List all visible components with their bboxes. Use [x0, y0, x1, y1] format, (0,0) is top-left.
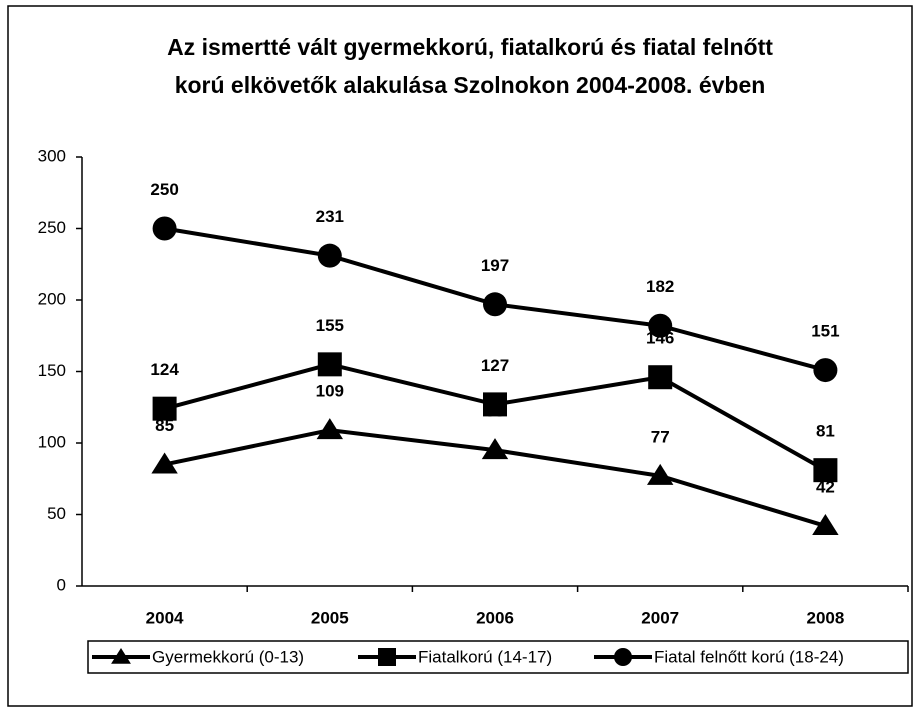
marker	[813, 458, 838, 483]
chart-title: korú elkövetők alakulása Szolnokon 2004-…	[175, 72, 766, 98]
chart-title: Az ismertté vált gyermekkorú, fiatalkorú…	[167, 34, 773, 60]
data-label: 77	[651, 427, 670, 446]
data-label: 151	[811, 322, 839, 341]
data-label: 250	[150, 180, 178, 199]
x-tick-label: 2007	[641, 608, 679, 627]
marker	[648, 313, 673, 338]
marker	[151, 452, 178, 474]
marker	[614, 648, 632, 666]
legend-label: Fiatalkorú (14-17)	[418, 647, 552, 666]
y-tick-label: 150	[38, 361, 66, 380]
data-label: 85	[155, 416, 174, 435]
legend-box	[87, 640, 909, 674]
marker	[317, 352, 342, 377]
frame	[7, 5, 913, 707]
marker	[647, 463, 674, 485]
y-tick-label: 300	[38, 146, 66, 165]
y-tick-label: 100	[38, 432, 66, 451]
marker	[111, 648, 131, 664]
marker	[483, 392, 507, 417]
x-tick-label: 2006	[476, 608, 514, 627]
marker	[152, 216, 177, 241]
data-label: 42	[816, 477, 835, 496]
data-label: 155	[316, 316, 344, 335]
x-tick-label: 2004	[146, 608, 184, 627]
data-label: 197	[481, 256, 509, 275]
marker	[316, 418, 343, 440]
marker	[813, 358, 838, 383]
x-tick-label: 2005	[311, 608, 349, 627]
data-label: 109	[316, 382, 344, 401]
data-label: 182	[646, 277, 674, 296]
x-tick-label: 2008	[806, 608, 844, 627]
marker	[812, 513, 839, 535]
data-label: 124	[150, 360, 179, 379]
y-tick-label: 50	[47, 504, 66, 523]
data-label: 81	[816, 422, 835, 441]
y-tick-label: 0	[57, 575, 66, 594]
data-label: 127	[481, 356, 509, 375]
marker	[483, 292, 507, 317]
marker	[317, 243, 342, 268]
marker	[481, 438, 509, 460]
marker	[152, 396, 177, 421]
legend-label: Gyermekkorú (0-13)	[152, 647, 304, 666]
y-tick-label: 250	[38, 218, 66, 237]
legend-label: Fiatal felnőtt korú (18-24)	[654, 647, 844, 666]
y-tick-label: 200	[38, 289, 66, 308]
marker	[648, 365, 673, 390]
data-label: 231	[316, 207, 344, 226]
marker	[378, 648, 396, 666]
